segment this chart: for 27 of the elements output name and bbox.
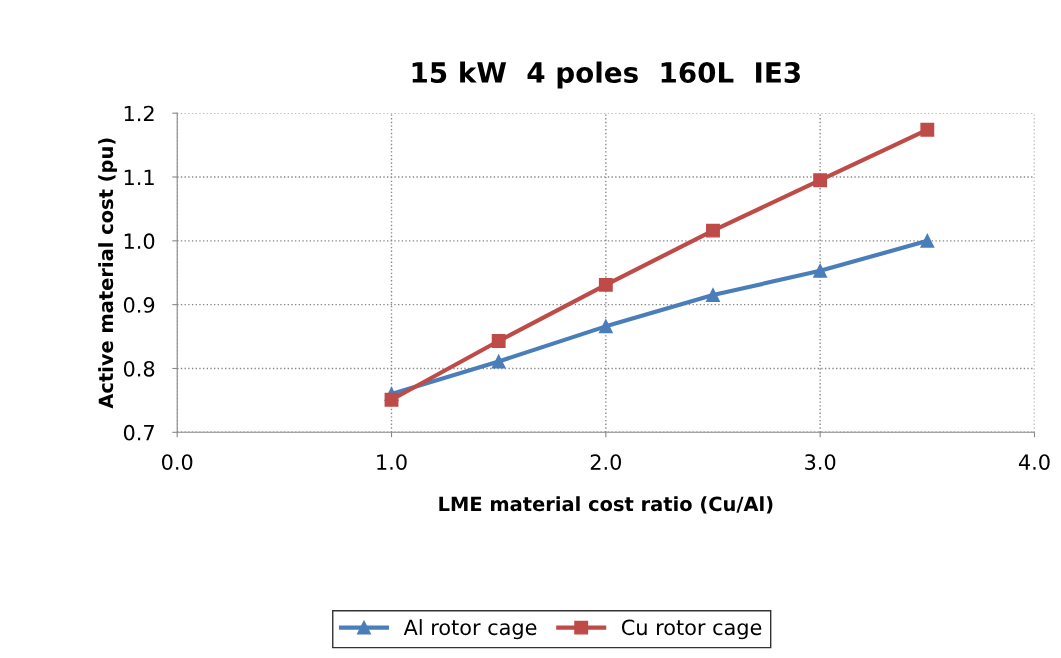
- y-tick-label: 1.1: [124, 169, 154, 185]
- x-tick-label: 0.0: [161, 454, 193, 470]
- y-tick-label: 1.2: [124, 105, 154, 122]
- point: [491, 354, 506, 369]
- y-axis-title: Active material cost (pu): [98, 138, 117, 409]
- chart-title: 15 kW 4 poles 160L IE3: [412, 61, 800, 89]
- point: [813, 263, 828, 278]
- x-tick-label: 3.0: [805, 454, 836, 470]
- point: [598, 319, 613, 334]
- point: [813, 173, 828, 188]
- y-tick-label: 0.8: [123, 360, 155, 377]
- point: [491, 334, 506, 348]
- y-tick-label: 0.7: [123, 424, 154, 441]
- legend-label: Al rotor cage: [403, 619, 537, 640]
- y-tick-label: 0.9: [123, 297, 155, 313]
- point: [384, 392, 399, 407]
- legend-label: Cu rotor cage: [621, 619, 762, 640]
- point: [598, 277, 613, 292]
- x-axis-title: LME material cost ratio (Cu/Al): [439, 496, 773, 514]
- y-tick-label: 1.0: [124, 233, 155, 250]
- point: [706, 223, 720, 238]
- x-tick-label: 1.0: [377, 454, 407, 470]
- point: [920, 122, 935, 137]
- x-tick-label: 4.0: [1018, 454, 1050, 470]
- x-tick-label: 2.0: [590, 454, 622, 470]
- point: [920, 233, 935, 248]
- point: [706, 288, 720, 303]
